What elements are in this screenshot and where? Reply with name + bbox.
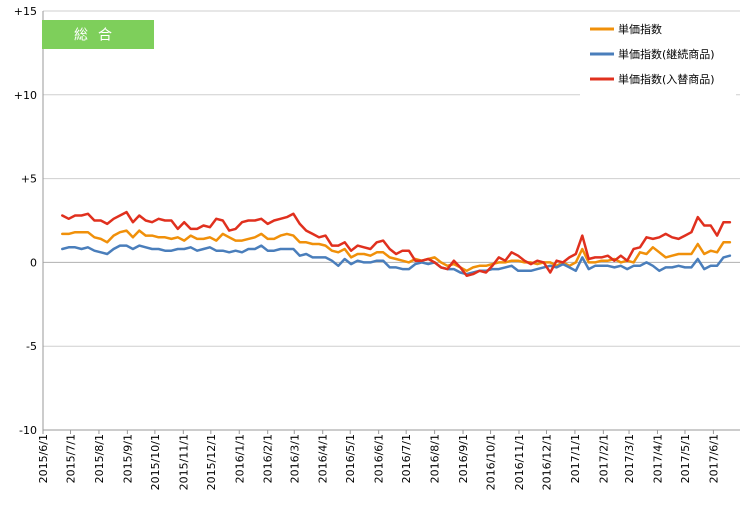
x-tick-label: 2017/4/1	[651, 434, 664, 483]
x-tick-label: 2016/7/1	[400, 434, 413, 483]
x-tick-label: 2016/3/1	[288, 434, 301, 483]
x-tick-label: 2017/3/1	[623, 434, 636, 483]
y-tick-label: +15	[14, 5, 37, 18]
y-tick-label: -5	[26, 340, 37, 353]
series-line-2	[61, 244, 732, 276]
x-tick-label: 2016/2/1	[262, 434, 275, 483]
legend-entry: 単価指数(入替商品)	[618, 72, 715, 86]
chart-badge: 総合	[42, 20, 154, 49]
series-line-3	[61, 210, 732, 278]
x-tick-label: 2016/10/1	[485, 434, 498, 490]
x-tick-label: 2016/9/1	[457, 434, 470, 483]
x-tick-label: 2015/12/1	[205, 434, 218, 490]
x-tick-label: 2016/12/1	[540, 434, 553, 490]
chart-badge-background	[42, 20, 154, 49]
y-tick-label: +10	[14, 89, 37, 102]
series-lines	[61, 210, 732, 278]
x-tick-label: 2015/11/1	[177, 434, 190, 490]
y-tick-label: +5	[21, 173, 37, 186]
x-tick-label: 2015/6/1	[37, 434, 50, 483]
x-tick-label: 2016/4/1	[317, 434, 330, 483]
x-tick-label: 2015/9/1	[121, 434, 134, 483]
x-tick-label: 2017/5/1	[679, 434, 692, 483]
x-tick-label: 2015/7/1	[65, 434, 78, 483]
x-axis	[42, 11, 740, 431]
series-line-1	[61, 229, 732, 273]
x-tick-label: 2017/2/1	[597, 434, 610, 483]
x-tick-label: 2015/8/1	[93, 434, 106, 483]
x-tick-label: 2016/5/1	[344, 434, 357, 483]
x-tick-label: 2016/8/1	[429, 434, 442, 483]
x-tick-label: 2016/6/1	[373, 434, 386, 483]
y-tick-label: 0	[30, 256, 37, 269]
x-tick-label: 2017/6/1	[707, 434, 720, 483]
x-axis-tick-labels: 2015/6/1 2015/7/1 2015/8/1 2015/9/1 2015/10/…	[37, 430, 720, 490]
chart-badge-text: 総合	[74, 28, 122, 44]
x-tick-label: 2016/1/1	[233, 434, 246, 483]
x-tick-label: 2015/10/1	[149, 434, 162, 490]
legend-entry: 単価指数(継続商品)	[618, 47, 715, 61]
y-tick-label: -10	[19, 424, 37, 437]
y-axis-tick-labels: +15 +10 +5 0 -5 -10	[14, 5, 37, 437]
x-tick-label: 2016/11/1	[513, 434, 526, 490]
legend-entry: 単価指数	[618, 22, 662, 36]
x-tick-label: 2017/1/1	[569, 434, 582, 483]
